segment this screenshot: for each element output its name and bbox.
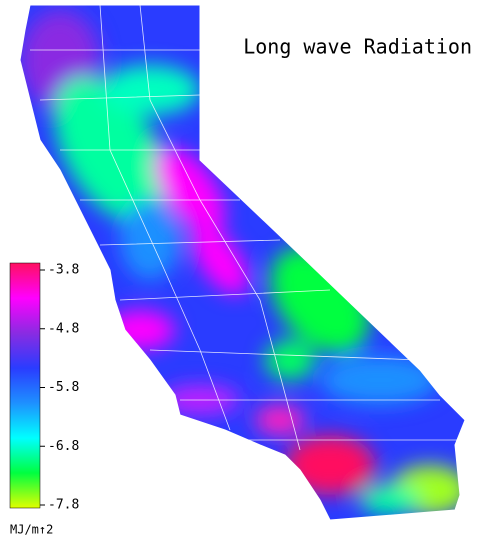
colorbar-tick-label: -5.8: [48, 380, 79, 395]
colorbar-unit: MJ/m↑2: [10, 523, 53, 537]
map-title: Long wave Radiation: [243, 35, 472, 59]
colorbar-tick-label: -7.8: [48, 498, 79, 513]
colorbar-tick-label: -3.8: [48, 263, 79, 278]
colorbar-tick-label: -4.8: [48, 321, 79, 336]
colorbar: [9, 262, 41, 509]
county-lines: [30, 4, 460, 451]
colorbar-tick-label: -6.8: [48, 439, 79, 454]
